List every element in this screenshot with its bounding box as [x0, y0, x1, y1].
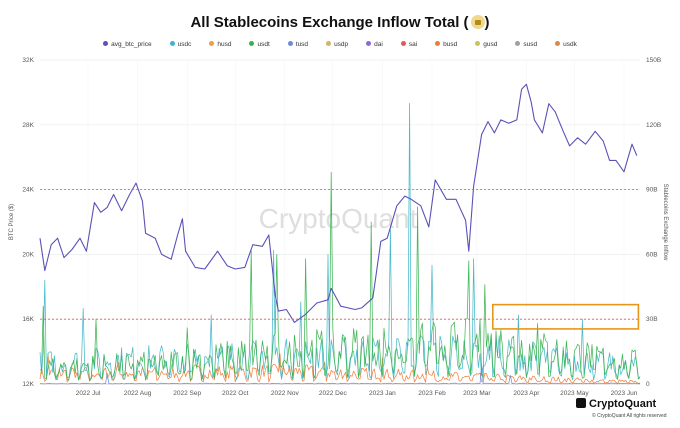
- legend-item-busd[interactable]: busd: [435, 41, 457, 48]
- copyright-text: © CryptoQuant All rights reserved: [592, 413, 667, 419]
- legend-item-avg-btc-price[interactable]: avg_btc_price: [103, 41, 152, 48]
- legend-swatch: [475, 41, 481, 46]
- x-tick-label: 2022 Aug: [124, 390, 152, 397]
- legend-label: husd: [217, 41, 232, 48]
- series-line-usdc: [39, 102, 641, 381]
- legend-label: busd: [443, 41, 458, 48]
- legend-label: sai: [408, 41, 418, 48]
- legend-label: avg_btc_price: [111, 41, 152, 48]
- y-right-tick-label: 90B: [646, 187, 658, 194]
- legend-item-tusd[interactable]: tusd: [287, 41, 309, 48]
- legend-swatch: [287, 41, 293, 46]
- legend-label: usdt: [257, 41, 270, 48]
- chart-title-text: All Stablecoins Exchange Inflow Total: [190, 14, 460, 31]
- y-left-tick-label: 32K: [22, 57, 34, 64]
- x-tick-label: 2023 Jun: [611, 390, 638, 397]
- y-left-tick-label: 28K: [22, 122, 34, 129]
- lock-icon: [470, 15, 485, 29]
- chart-title: All Stablecoins Exchange Inflow Total (): [190, 14, 490, 31]
- x-tick-label: 2022 Oct: [222, 390, 249, 397]
- y-right-tick-label: 0: [646, 381, 650, 388]
- x-tick-label: 2023 May: [560, 390, 589, 397]
- legend-label: usdp: [334, 41, 349, 48]
- reference-lines: [40, 189, 640, 320]
- series-layer: [39, 83, 641, 385]
- legend-swatch: [103, 41, 109, 46]
- logo-text: CryptoQuant: [589, 398, 657, 410]
- y-left-tick-label: 16K: [22, 316, 34, 323]
- y-left-tick-label: 12K: [22, 381, 34, 388]
- legend-item-usdk[interactable]: usdk: [555, 41, 577, 48]
- x-tick-label: 2023 Apr: [513, 390, 540, 397]
- legend-item-sai[interactable]: sai: [400, 41, 418, 48]
- y-right-tick-label: 30B: [646, 316, 658, 323]
- legend-label: dai: [374, 41, 383, 48]
- legend-item-dai[interactable]: dai: [366, 41, 383, 48]
- x-tick-label: 2023 Mar: [463, 390, 491, 397]
- watermark-text: CryptoQuant: [259, 203, 418, 234]
- highlight-box: [491, 303, 640, 330]
- legend-swatch: [326, 41, 332, 46]
- y-axis-right-label: Stablecoins Exchange Inflow: [662, 184, 668, 261]
- legend-swatch: [209, 41, 215, 46]
- legend-item-usdp[interactable]: usdp: [326, 41, 348, 48]
- x-tick-label: 2022 Jul: [76, 390, 101, 397]
- y-right-tick-label: 60B: [646, 251, 658, 258]
- legend-swatch: [515, 41, 521, 46]
- x-tick-label: 2023 Jan: [369, 390, 396, 397]
- series-line-tusd: [39, 364, 641, 385]
- x-tick-label: 2022 Dec: [319, 390, 348, 397]
- y-axis-left: 12K 16K 20K 24K 28K 32K: [22, 57, 34, 388]
- series-line-usdt: [39, 171, 641, 382]
- legend-item-susd[interactable]: susd: [515, 41, 537, 48]
- cryptoquant-logo: CryptoQuant: [576, 398, 656, 410]
- legend-swatch: [169, 41, 175, 46]
- series-line-avg-btc-price: [39, 83, 638, 323]
- legend-label: usdk: [563, 41, 577, 48]
- legend-swatch: [400, 41, 406, 46]
- y-left-tick-label: 24K: [22, 187, 34, 194]
- legend: avg_btc_price usdc husd usdt tusd usdp dai sai b…: [0, 41, 680, 48]
- y-right-tick-label: 120B: [646, 122, 661, 129]
- y-right-tick-label: 150B: [646, 57, 661, 64]
- legend-item-usdc[interactable]: usdc: [169, 41, 192, 48]
- x-tick-label: 2022 Nov: [271, 390, 300, 397]
- legend-swatch: [435, 41, 441, 46]
- cryptoquant-logo-icon: [576, 398, 586, 408]
- legend-swatch: [249, 41, 255, 46]
- x-axis: 2022 Jul 2022 Aug 2022 Sep 2022 Oct 2022 Nov…: [76, 390, 638, 397]
- legend-item-husd[interactable]: husd: [209, 41, 231, 48]
- y-axis-right: 0 30B 60B 90B 120B 150B: [646, 57, 661, 388]
- legend-item-gusd[interactable]: gusd: [475, 41, 497, 48]
- legend-label: tusd: [295, 41, 309, 48]
- x-tick-label: 2022 Sep: [173, 390, 201, 397]
- x-tick-label: 2023 Feb: [418, 390, 446, 397]
- legend-label: usdc: [177, 41, 192, 48]
- series-line-busd: [39, 353, 641, 384]
- legend-swatch: [366, 41, 372, 46]
- legend-item-usdt[interactable]: usdt: [249, 41, 270, 48]
- y-left-tick-label: 20K: [22, 251, 34, 258]
- y-axis-left-label: BTC Price ($): [9, 204, 15, 240]
- legend-label: susd: [523, 41, 538, 48]
- legend-label: gusd: [483, 41, 498, 48]
- legend-swatch: [555, 41, 561, 46]
